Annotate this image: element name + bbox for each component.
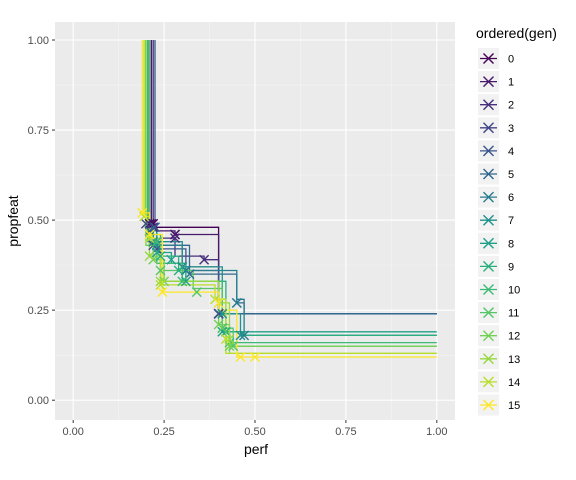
legend-marker-gen-14 — [483, 376, 494, 388]
legend-label-gen-11: 11 — [508, 308, 519, 320]
data-point-gen-3 — [140, 218, 151, 229]
data-point-gen-5 — [144, 225, 155, 236]
legend-label-gen-10: 10 — [508, 285, 520, 297]
legend-marker-gen-13 — [483, 353, 494, 365]
data-point-gen-15 — [137, 207, 148, 218]
legend-marker-gen-4 — [483, 145, 494, 157]
x-tick-label: 0.50 — [244, 426, 265, 438]
data-point-gen-12 — [213, 319, 224, 330]
legend-label-gen-15: 15 — [508, 400, 520, 412]
data-point-gen-8 — [180, 276, 191, 287]
data-point-gen-14 — [155, 279, 166, 290]
legend-label-gen-6: 6 — [508, 192, 514, 204]
data-point-gen-2 — [170, 233, 180, 244]
legend-label-gen-9: 9 — [508, 261, 514, 273]
data-point-gen-12 — [224, 341, 235, 352]
x-tick-label: 0.00 — [62, 426, 83, 438]
x-tick-label: 0.75 — [335, 426, 356, 438]
legend-label-gen-13: 13 — [508, 354, 520, 366]
data-point-gen-4 — [213, 308, 224, 319]
y-tick-label: 0.50 — [28, 215, 49, 227]
y-axis-title: propfeat — [5, 195, 21, 246]
data-point-gen-14 — [144, 233, 155, 244]
legend-marker-gen-3 — [483, 122, 494, 134]
legend-marker-gen-5 — [483, 168, 494, 180]
axis-ticks: 0.00 0.25 0.50 0.75 1.00 0.00 0.25 0.50 0.75 1.00 — [28, 35, 448, 438]
legend-marker-gen-9 — [483, 260, 494, 272]
data-point-gen-15 — [157, 287, 168, 298]
data-point-gen-15 — [250, 351, 260, 362]
legend-label-gen-2: 2 — [508, 100, 514, 112]
data-point-gen-13 — [144, 251, 155, 262]
data-point-gen-1 — [170, 229, 180, 240]
data-point-gen-9 — [173, 265, 184, 276]
data-point-gen-11 — [155, 265, 166, 276]
data-point-gen-6 — [231, 297, 242, 308]
x-tick-label: 0.25 — [153, 426, 174, 438]
data-point-gen-15 — [213, 297, 224, 308]
legend-marker-gen-8 — [483, 237, 494, 249]
data-point-gen-6 — [239, 330, 250, 341]
data-point-gen-7 — [235, 330, 246, 341]
data-point-gen-8 — [166, 254, 177, 265]
data-point-gen-15 — [235, 351, 246, 362]
legend-label-gen-8: 8 — [508, 238, 514, 250]
data-point-gen-15 — [144, 229, 155, 240]
data-point-gen-13 — [224, 333, 235, 344]
legend-label-gen-14: 14 — [508, 377, 520, 389]
data-point-gen-14 — [220, 333, 231, 344]
legend-marker-gen-0 — [483, 53, 494, 64]
legend-label-gen-1: 1 — [508, 77, 514, 89]
y-tick-label: 0.25 — [28, 305, 49, 317]
legend-marker-gen-1 — [483, 76, 494, 88]
data-point-gen-13 — [155, 276, 166, 287]
legend-marker-gen-10 — [483, 284, 494, 295]
legend-label-gen-0: 0 — [508, 54, 514, 66]
legend-title: ordered(gen) — [476, 25, 557, 41]
data-point-gen-4 — [150, 222, 160, 233]
data-point-gen-2 — [199, 254, 210, 265]
legend-marker-gen-12 — [483, 330, 494, 342]
legend-label-gen-3: 3 — [508, 123, 514, 135]
x-axis-title: perf — [244, 441, 268, 457]
legend-label-gen-7: 7 — [508, 215, 514, 227]
y-tick-label: 0.75 — [28, 125, 49, 137]
x-tick-label: 1.00 — [426, 426, 447, 438]
legend-marker-gen-2 — [483, 99, 494, 111]
data-point-gen-9 — [155, 251, 166, 262]
data-point-gen-10 — [177, 276, 188, 287]
legend-marker-gen-6 — [483, 191, 494, 203]
legend-marker-gen-11 — [483, 307, 494, 319]
data-point-gen-7 — [217, 308, 228, 319]
series-layer — [137, 40, 437, 362]
legend-marker-gen-7 — [483, 214, 494, 226]
legend-label-gen-4: 4 — [508, 146, 514, 158]
y-tick-label: 0.00 — [28, 395, 49, 407]
legend-label-gen-5: 5 — [508, 169, 514, 181]
legend-marker-gen-15 — [483, 399, 494, 411]
legend-label-gen-12: 12 — [508, 331, 520, 343]
data-point-gen-11 — [191, 287, 202, 298]
y-tick-label: 1.00 — [28, 35, 49, 47]
